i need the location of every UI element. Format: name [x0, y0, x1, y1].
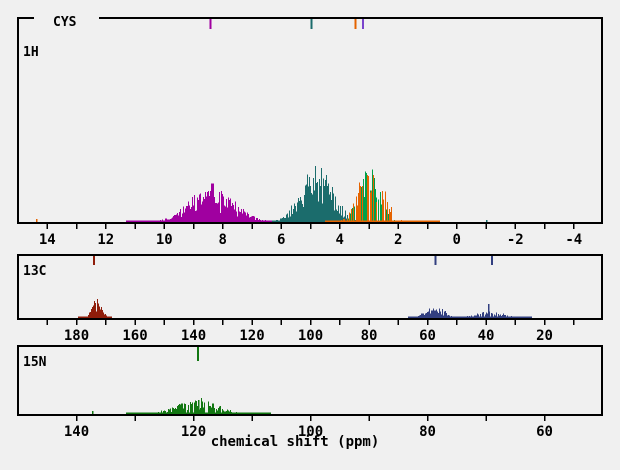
nucleus-label-1h: 1H: [23, 45, 39, 60]
x-axis-13c: 180 160 140 120 100 80 60 40 20: [46, 320, 575, 344]
svg-text:14: 14: [39, 232, 56, 248]
svg-text:6: 6: [277, 232, 285, 248]
x-axis-15n: 140 120 100 80 60: [64, 416, 553, 440]
svg-text:4: 4: [336, 232, 344, 248]
svg-text:140: 140: [64, 424, 89, 440]
svg-text:140: 140: [181, 328, 206, 344]
histogram-13c: [78, 256, 532, 318]
panel-15n: 15N: [17, 345, 603, 416]
svg-text:2: 2: [394, 232, 402, 248]
svg-text:60: 60: [419, 328, 436, 344]
histogram-15n: [92, 347, 271, 414]
x-axis-title: chemical shift (ppm): [210, 434, 380, 450]
svg-text:100: 100: [298, 424, 323, 440]
nucleus-label-13c: 13C: [23, 264, 47, 279]
panel-13c: 13C: [17, 254, 603, 320]
svg-text:40: 40: [478, 328, 495, 344]
panel-1h: CYS 1H: [17, 15, 603, 224]
nucleus-label-15n: 15N: [23, 355, 47, 370]
svg-text:180: 180: [64, 328, 89, 344]
svg-text:12: 12: [97, 232, 114, 248]
svg-text:80: 80: [419, 424, 436, 440]
svg-text:20: 20: [536, 328, 553, 344]
svg-text:60: 60: [536, 424, 553, 440]
svg-text:-4: -4: [565, 232, 582, 248]
svg-text:120: 120: [239, 328, 264, 344]
svg-text:160: 160: [122, 328, 147, 344]
x-axis-1h: 14 12 10 8 6 4 2 0 -2 -4: [39, 224, 582, 248]
residue-label-gap: [34, 17, 99, 19]
svg-text:10: 10: [156, 232, 173, 248]
svg-text:100: 100: [298, 328, 323, 344]
svg-text:0: 0: [453, 232, 461, 248]
svg-text:120: 120: [181, 424, 206, 440]
svg-text:-2: -2: [507, 232, 524, 248]
residue-label: CYS: [53, 15, 77, 30]
svg-text:8: 8: [219, 232, 227, 248]
histogram-1h: [36, 19, 488, 222]
svg-text:80: 80: [361, 328, 378, 344]
